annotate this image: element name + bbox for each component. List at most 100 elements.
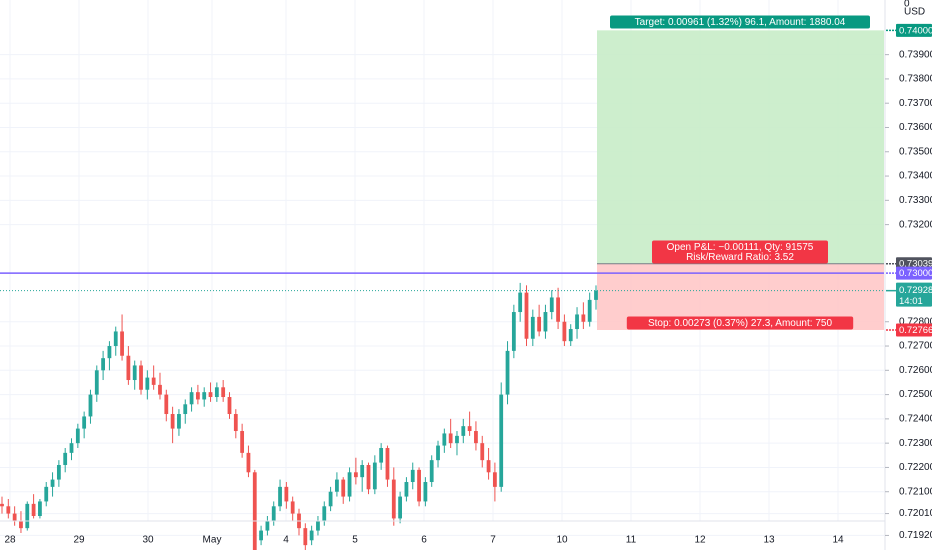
candle <box>189 387 194 412</box>
price-tick-label: 0.72100 <box>899 486 932 497</box>
candle-body <box>524 292 529 339</box>
candle-body <box>6 506 11 514</box>
candle-body <box>429 460 434 483</box>
candle <box>575 307 579 339</box>
candle-body <box>556 297 560 322</box>
candle <box>63 448 68 473</box>
candle-body <box>0 503 4 507</box>
candle <box>158 372 162 400</box>
candle <box>524 285 529 347</box>
candle-body <box>467 426 472 432</box>
candle-body <box>25 503 30 529</box>
candle-body <box>303 528 308 546</box>
time-tick-label: 4 <box>283 535 289 546</box>
candle <box>587 292 592 327</box>
candle-body <box>259 530 263 541</box>
price-tick-label-partial: 0 <box>904 0 910 10</box>
candle-body <box>113 331 118 347</box>
price-tick-label: 0.73300 <box>899 195 932 206</box>
candle <box>183 399 188 424</box>
candle <box>151 365 156 390</box>
candle <box>594 285 598 310</box>
candle-body <box>347 472 352 497</box>
candle <box>233 409 238 439</box>
candle-body <box>126 355 131 381</box>
candle-body <box>265 520 270 531</box>
entry-price-tag[interactable]: 0.73000 <box>886 266 932 280</box>
time-tick-label: 12 <box>694 535 706 546</box>
candle <box>511 304 516 359</box>
candle-body <box>404 482 409 497</box>
candle-body <box>75 428 80 444</box>
candle <box>436 440 440 468</box>
candle-body <box>562 321 567 342</box>
candle-body <box>594 290 598 300</box>
current-price-tag-bg <box>896 282 932 307</box>
candle-body <box>120 331 124 356</box>
candle <box>82 411 87 439</box>
candle-body <box>246 452 251 473</box>
candle-body <box>50 479 55 487</box>
entry-price-tag-text: 0.73000 <box>899 268 932 279</box>
candle-body <box>417 469 421 502</box>
open-pnl-label-text: Open P&L: −0.00111, Qty: 91575 <box>667 242 814 253</box>
time-axis[interactable]: 28 29 30 May 4 5 6 7 10 11 12 13 14 <box>0 520 885 546</box>
candle-body <box>322 506 327 521</box>
candle <box>69 438 74 461</box>
target-label-bg <box>610 15 870 29</box>
price-tick-label: 0.72300 <box>899 438 932 449</box>
candle <box>101 350 106 381</box>
candle-body <box>309 530 314 541</box>
candle-body <box>391 479 396 519</box>
candle <box>164 389 169 422</box>
candle <box>94 365 99 402</box>
candle <box>385 445 390 487</box>
candle-body <box>31 503 36 517</box>
candle <box>265 516 270 536</box>
candle <box>499 382 504 492</box>
candle-body <box>44 486 49 502</box>
price-axis[interactable]: 0.71920 0.72010 0.72100 0.72200 0.72300 0.724… <box>884 0 932 550</box>
candle-body <box>139 365 143 390</box>
candle-body <box>423 482 428 502</box>
candle <box>530 309 535 347</box>
candle <box>145 370 150 400</box>
price-tick-label: 0.73600 <box>899 122 932 133</box>
candle-body <box>214 387 219 398</box>
stop-price-tag[interactable]: 0.72766 <box>886 323 932 337</box>
candle <box>423 477 428 507</box>
candle <box>581 302 586 330</box>
candle-body <box>221 387 226 398</box>
candle-body <box>499 394 504 487</box>
candle-body <box>505 350 510 395</box>
candle-body <box>189 392 194 405</box>
open-pnl-price-tag-text: 0.73039 <box>899 259 932 270</box>
candle-body <box>177 414 181 429</box>
price-tick-label: 0.73900 <box>899 49 932 60</box>
candle-body <box>56 465 61 480</box>
candle <box>568 324 573 347</box>
price-tick-label: 0.73800 <box>899 74 932 85</box>
candle <box>50 472 55 497</box>
candle-body <box>63 452 68 466</box>
time-tick-label: 5 <box>352 535 358 546</box>
price-tick-label: 0.73700 <box>899 98 932 109</box>
candle <box>12 506 17 526</box>
candles-layer <box>0 282 598 555</box>
target-price-tag[interactable]: 0.74000 <box>886 23 932 37</box>
candle <box>221 380 226 402</box>
candle-body <box>480 443 485 461</box>
candle-body <box>164 394 169 415</box>
price-tick-label: 0.72200 <box>899 462 932 473</box>
candle-body <box>486 460 491 473</box>
target-label-text: Target: 0.00961 (1.32%) 96.1, Amount: 18… <box>635 17 846 28</box>
candle <box>139 360 143 395</box>
candle <box>505 341 510 405</box>
candle-body <box>518 292 523 313</box>
time-tick-label: 28 <box>4 535 16 546</box>
candle <box>0 496 4 514</box>
candle-body <box>240 431 245 453</box>
